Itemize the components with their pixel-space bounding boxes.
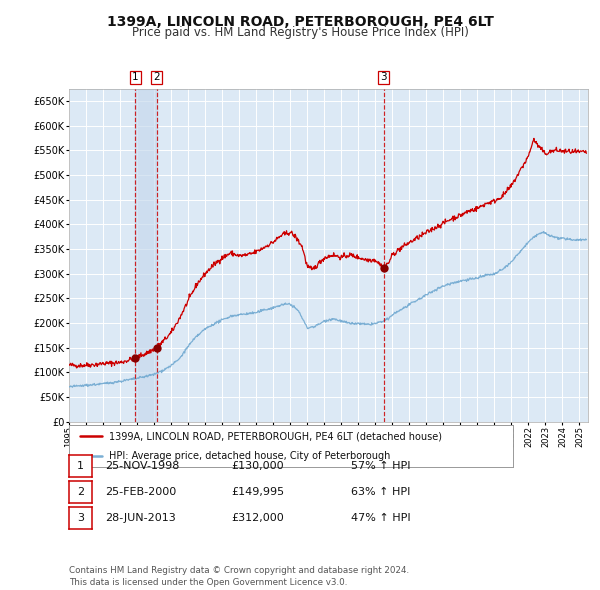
Text: 3: 3 <box>380 73 387 83</box>
Text: 1: 1 <box>77 461 84 471</box>
Text: 3: 3 <box>77 513 84 523</box>
Text: 1399A, LINCOLN ROAD, PETERBOROUGH, PE4 6LT (detached house): 1399A, LINCOLN ROAD, PETERBOROUGH, PE4 6… <box>109 431 442 441</box>
Text: 57% ↑ HPI: 57% ↑ HPI <box>351 461 410 471</box>
Text: 2: 2 <box>154 73 160 83</box>
Text: £312,000: £312,000 <box>231 513 284 523</box>
Text: 1399A, LINCOLN ROAD, PETERBOROUGH, PE4 6LT: 1399A, LINCOLN ROAD, PETERBOROUGH, PE4 6… <box>107 15 493 30</box>
Bar <box>136 88 157 422</box>
Text: 2: 2 <box>77 487 84 497</box>
Text: 63% ↑ HPI: 63% ↑ HPI <box>351 487 410 497</box>
Text: 25-NOV-1998: 25-NOV-1998 <box>105 461 179 471</box>
Text: 25-FEB-2000: 25-FEB-2000 <box>105 487 176 497</box>
Text: HPI: Average price, detached house, City of Peterborough: HPI: Average price, detached house, City… <box>109 451 391 461</box>
Text: Contains HM Land Registry data © Crown copyright and database right 2024.
This d: Contains HM Land Registry data © Crown c… <box>69 566 409 587</box>
Text: 28-JUN-2013: 28-JUN-2013 <box>105 513 176 523</box>
Text: £130,000: £130,000 <box>231 461 284 471</box>
Text: £149,995: £149,995 <box>231 487 284 497</box>
Text: Price paid vs. HM Land Registry's House Price Index (HPI): Price paid vs. HM Land Registry's House … <box>131 26 469 39</box>
Text: 47% ↑ HPI: 47% ↑ HPI <box>351 513 410 523</box>
Text: 1: 1 <box>132 73 139 83</box>
